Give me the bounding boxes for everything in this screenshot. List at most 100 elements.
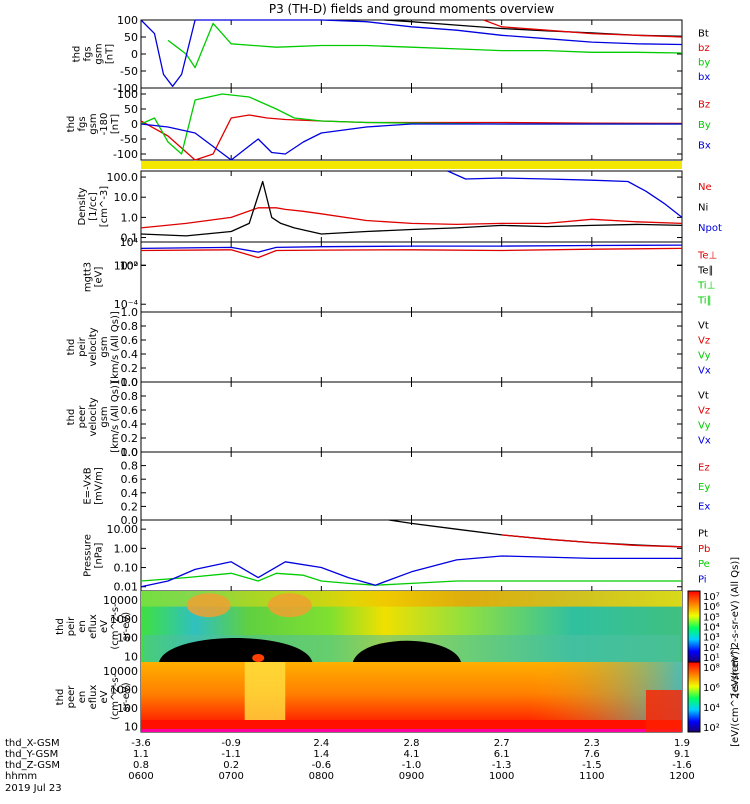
y-tick-label: 0.2 (121, 432, 139, 445)
y-tick-label: 0.8 (121, 460, 139, 473)
y-axis-label: thd (55, 618, 66, 635)
panel-frame (140, 451, 683, 521)
y-tick-label: 1.00 (114, 542, 139, 555)
y-tick-label: 0.8 (121, 390, 139, 403)
y-tick-label: 0.6 (121, 334, 139, 347)
ephemeris-value: 2.7 (494, 738, 510, 749)
y-axis-label: [km/s (All Qs)] (110, 311, 121, 383)
colorbar (687, 590, 701, 663)
y-tick-label: 0.1 (121, 232, 139, 245)
y-axis-label: thd (55, 689, 66, 706)
ephemeris-value: -1.0 (402, 760, 422, 771)
series-Npot (447, 170, 683, 218)
y-axis-label: peir (77, 336, 88, 356)
ephemeris-value: -0.6 (312, 760, 332, 771)
y-axis-label: eflux (88, 685, 99, 710)
ephemeris-value: 2.8 (404, 738, 420, 749)
y-axis-label: en (77, 691, 88, 704)
y-tick-label: 100 (117, 14, 138, 27)
series-bx (140, 19, 683, 87)
y-tick-label: 1.0 (121, 376, 139, 389)
ephemeris-value: -1.3 (492, 760, 512, 771)
y-tick-label: 10 (124, 650, 138, 663)
legend-Bx: Bx (698, 141, 711, 152)
y-axis-label: velocity (88, 397, 99, 436)
y-axis-label: [nT] (110, 114, 121, 134)
y-axis-label: eV (99, 620, 110, 633)
y-tick-label: 10000 (103, 594, 138, 607)
y-tick-label: 100.0 (107, 171, 139, 184)
y-tick-label: -50 (120, 133, 138, 146)
y-tick-label: 0.4 (121, 418, 139, 431)
y-tick-label: -100 (113, 82, 138, 95)
y-tick-label: 10000 (103, 665, 138, 678)
colorbar-tick-label: 10³ (703, 633, 720, 644)
y-tick-label: 1000 (110, 683, 138, 696)
y-tick-label: 50 (124, 31, 138, 44)
y-tick-label: 0 (131, 48, 138, 61)
y-tick-label: 10² (120, 259, 138, 272)
y-axis-label: [nT] (105, 44, 116, 64)
y-axis-label: velocity (88, 327, 99, 366)
y-axis-label: [cm^-3] (99, 186, 110, 227)
y-tick-label: 0.2 (121, 500, 139, 513)
y-tick-label: -100 (113, 148, 138, 161)
ephemeris-value: 6.1 (494, 749, 510, 760)
ephemeris-value: 1100 (579, 771, 604, 782)
y-axis-label: sr-eV) (121, 612, 132, 641)
y-axis-label: eflux (88, 614, 99, 639)
y-tick-label: 0.0 (121, 446, 139, 459)
ephemeris-value: 0900 (399, 771, 424, 782)
legend-Bz: Bz (698, 99, 710, 110)
ephemeris-value: 1.1 (133, 749, 149, 760)
y-axis-label: en (77, 620, 88, 633)
y-tick-label: 10⁰ (120, 259, 139, 272)
y-tick-label: 0.2 (121, 362, 139, 375)
y-tick-label: -50 (120, 65, 138, 78)
legend-Ey: Ey (698, 482, 710, 493)
ephemeris-value: 2.3 (584, 738, 600, 749)
series-Te⊥ (140, 247, 683, 259)
y-axis-label: thd (66, 409, 77, 426)
y-tick-label: 100 (117, 702, 138, 715)
colorbar-tick-label: 10⁶ (703, 602, 720, 613)
ephemeris-label: thd_Z-GSM (5, 760, 60, 771)
y-axis-label: -180 (99, 113, 110, 136)
y-tick-label: 10.0 (114, 191, 139, 204)
y-axis-label: [km/s (All Qs)] (110, 381, 121, 453)
y-axis-label: gsm (99, 406, 110, 427)
ephemeris-value: -0.9 (221, 738, 241, 749)
y-tick-label: 10.00 (107, 523, 139, 536)
ephemeris-value: 0800 (309, 771, 334, 782)
legend-Vt: Vt (698, 391, 709, 402)
y-axis-label: [eV] (94, 267, 105, 288)
colorbar-tick-label: 10⁵ (703, 612, 720, 623)
ion-hot-spot-2 (267, 593, 312, 618)
electron-end-region (645, 690, 682, 732)
legend-Vy: Vy (698, 351, 711, 362)
y-tick-label: 10⁻² (114, 259, 138, 272)
ephemeris-label: thd_Y-GSM (5, 749, 58, 760)
legend-Ne: Ne (698, 182, 712, 193)
y-tick-label: 0.0 (121, 376, 139, 389)
ephemeris-label: thd_X-GSM (5, 738, 60, 749)
ephemeris-value: 1200 (669, 771, 694, 782)
y-tick-label: 10 (124, 720, 138, 733)
legend-Pe: Pe (698, 559, 710, 570)
orbit-bar (141, 161, 682, 169)
y-tick-label: 0.10 (114, 562, 139, 575)
ephemeris-value: 0700 (218, 771, 243, 782)
y-tick-label: 0.4 (121, 348, 139, 361)
y-tick-label: 10⁻⁴ (114, 298, 139, 311)
legend-Vy: Vy (698, 421, 711, 432)
series-Pt (388, 519, 683, 548)
legend-bx: bx (698, 72, 710, 83)
legend-Ex: Ex (698, 501, 710, 512)
series-bz (483, 19, 683, 38)
series-Ti (140, 244, 683, 253)
legend-Ni: Ni (698, 203, 708, 214)
ion-gap-2 (352, 640, 462, 662)
